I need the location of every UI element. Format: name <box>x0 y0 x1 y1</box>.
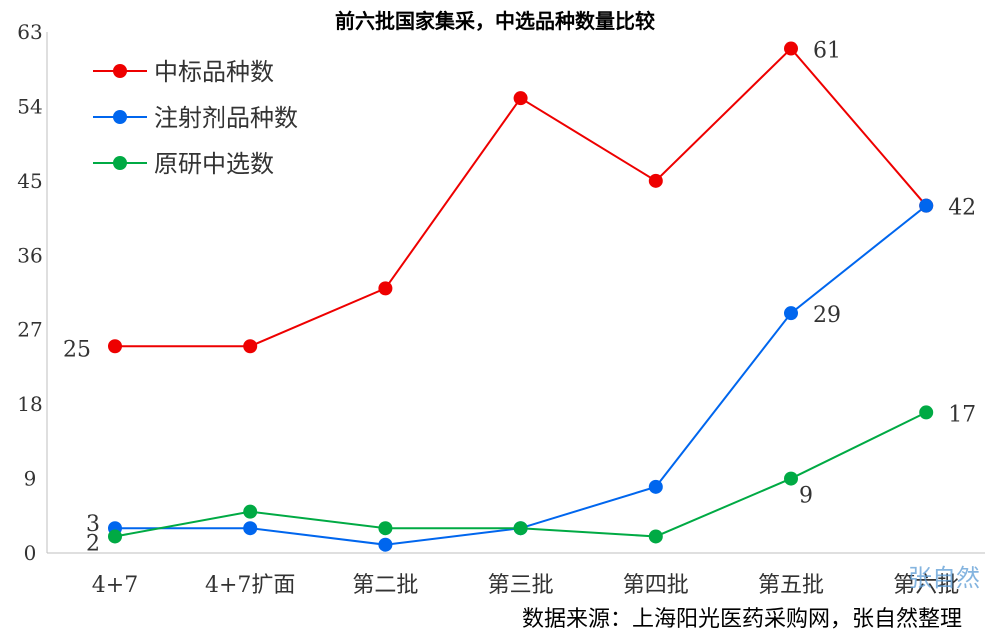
series-line <box>114 411 927 538</box>
x-tick-label: 第四批 <box>623 573 689 598</box>
data-point <box>784 471 798 486</box>
x-tick-label: 第二批 <box>352 573 418 598</box>
x-tick-label: 4+7扩面 <box>205 573 295 598</box>
y-tick-label: 45 <box>17 169 42 193</box>
y-tick-label: 36 <box>17 243 42 267</box>
legend-label: 中标品种数 <box>154 58 274 86</box>
data-point <box>378 281 393 296</box>
x-tick-label: 第五批 <box>758 573 824 598</box>
x-tick-label: 第三批 <box>488 573 554 598</box>
data-point <box>919 198 934 213</box>
data-point <box>784 41 798 56</box>
y-tick-label: 0 <box>24 541 37 565</box>
y-tick-labels: 0 9 18 27 36 45 54 63 <box>17 20 42 565</box>
data-label: 25 <box>63 337 91 362</box>
data-label: 29 <box>813 303 841 328</box>
data-label: 3 <box>86 512 100 537</box>
data-point <box>648 479 663 494</box>
y-tick-label: 27 <box>17 318 42 342</box>
watermark: 张自然 <box>908 564 980 592</box>
chart-title: 前六批国家集采，中选品种数量比较 <box>335 9 655 33</box>
data-point <box>513 91 528 106</box>
source-note: 数据来源：上海阳光医药采购网，张自然整理 <box>522 607 962 632</box>
y-tick-label: 9 <box>24 467 37 491</box>
legend-marker <box>113 110 127 124</box>
data-point <box>784 306 798 321</box>
y-tick-label: 54 <box>17 94 42 118</box>
data-label: 9 <box>799 484 813 509</box>
data-point <box>108 339 122 354</box>
data-point <box>108 529 122 544</box>
y-tick-label: 18 <box>17 392 42 416</box>
series-points <box>108 41 934 552</box>
data-label: 17 <box>948 402 976 427</box>
legend-label: 注射剂品种数 <box>154 104 298 132</box>
y-tick-label: 63 <box>17 20 42 44</box>
x-tick-label: 第六批 <box>893 573 959 598</box>
x-tick-labels: 4+7 4+7扩面 第二批 第三批 第四批 第五批 第六批 <box>92 573 959 598</box>
data-label: 61 <box>813 39 841 64</box>
legend-label: 原研中选数 <box>154 150 274 178</box>
data-point <box>243 504 258 519</box>
data-point <box>919 405 934 420</box>
legend-marker <box>113 64 127 78</box>
data-point <box>513 521 528 536</box>
data-point <box>648 173 663 188</box>
data-point <box>648 529 663 544</box>
data-point <box>243 339 258 354</box>
data-point <box>378 521 393 536</box>
data-label: 42 <box>948 196 976 221</box>
legend-marker <box>113 156 127 170</box>
data-point <box>243 521 258 536</box>
data-label: 2 <box>86 531 100 556</box>
data-point <box>378 537 393 552</box>
x-tick-label: 4+7 <box>92 573 138 598</box>
